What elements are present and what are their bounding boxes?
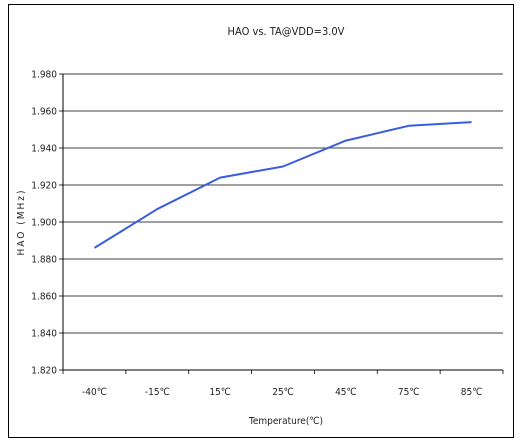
y-tick-label: 1.940 — [31, 144, 57, 155]
y-tick-label: 1.900 — [31, 218, 57, 229]
axes — [59, 73, 504, 374]
y-tick-label: 1.980 — [31, 70, 57, 81]
y-tick-label: 1.880 — [31, 255, 57, 266]
y-tick-label: 1.860 — [31, 292, 57, 303]
chart-title: HAO vs. TA@VDD=3.0V — [228, 25, 345, 38]
x-tick-label: 85℃ — [461, 387, 483, 398]
x-tick-label: 75℃ — [398, 387, 420, 398]
x-tick-label: 15℃ — [209, 387, 231, 398]
y-tick-label: 1.820 — [31, 366, 57, 377]
x-tick-labels: -40℃ -15℃ 15℃ 25℃ 45℃ 75℃ 85℃ — [82, 387, 482, 398]
x-tick-label: 25℃ — [272, 387, 294, 398]
series — [93, 121, 472, 249]
x-tick-label: 45℃ — [335, 387, 357, 398]
chart-frame — [8, 4, 514, 438]
y-tick-labels: 1.820 1.840 1.860 1.880 1.900 1.920 1.940 1.960… — [31, 70, 57, 377]
y-tick-label: 1.960 — [31, 107, 57, 118]
x-tick-label: -40℃ — [82, 387, 107, 398]
y-tick-label: 1.840 — [31, 329, 57, 340]
x-axis-title: Temperature(℃) — [248, 416, 323, 427]
y-tick-label: 1.920 — [31, 181, 57, 192]
x-tick-label: -15℃ — [145, 387, 170, 398]
gridlines — [63, 73, 503, 371]
y-axis-title: HAO (MHz) — [16, 189, 27, 256]
